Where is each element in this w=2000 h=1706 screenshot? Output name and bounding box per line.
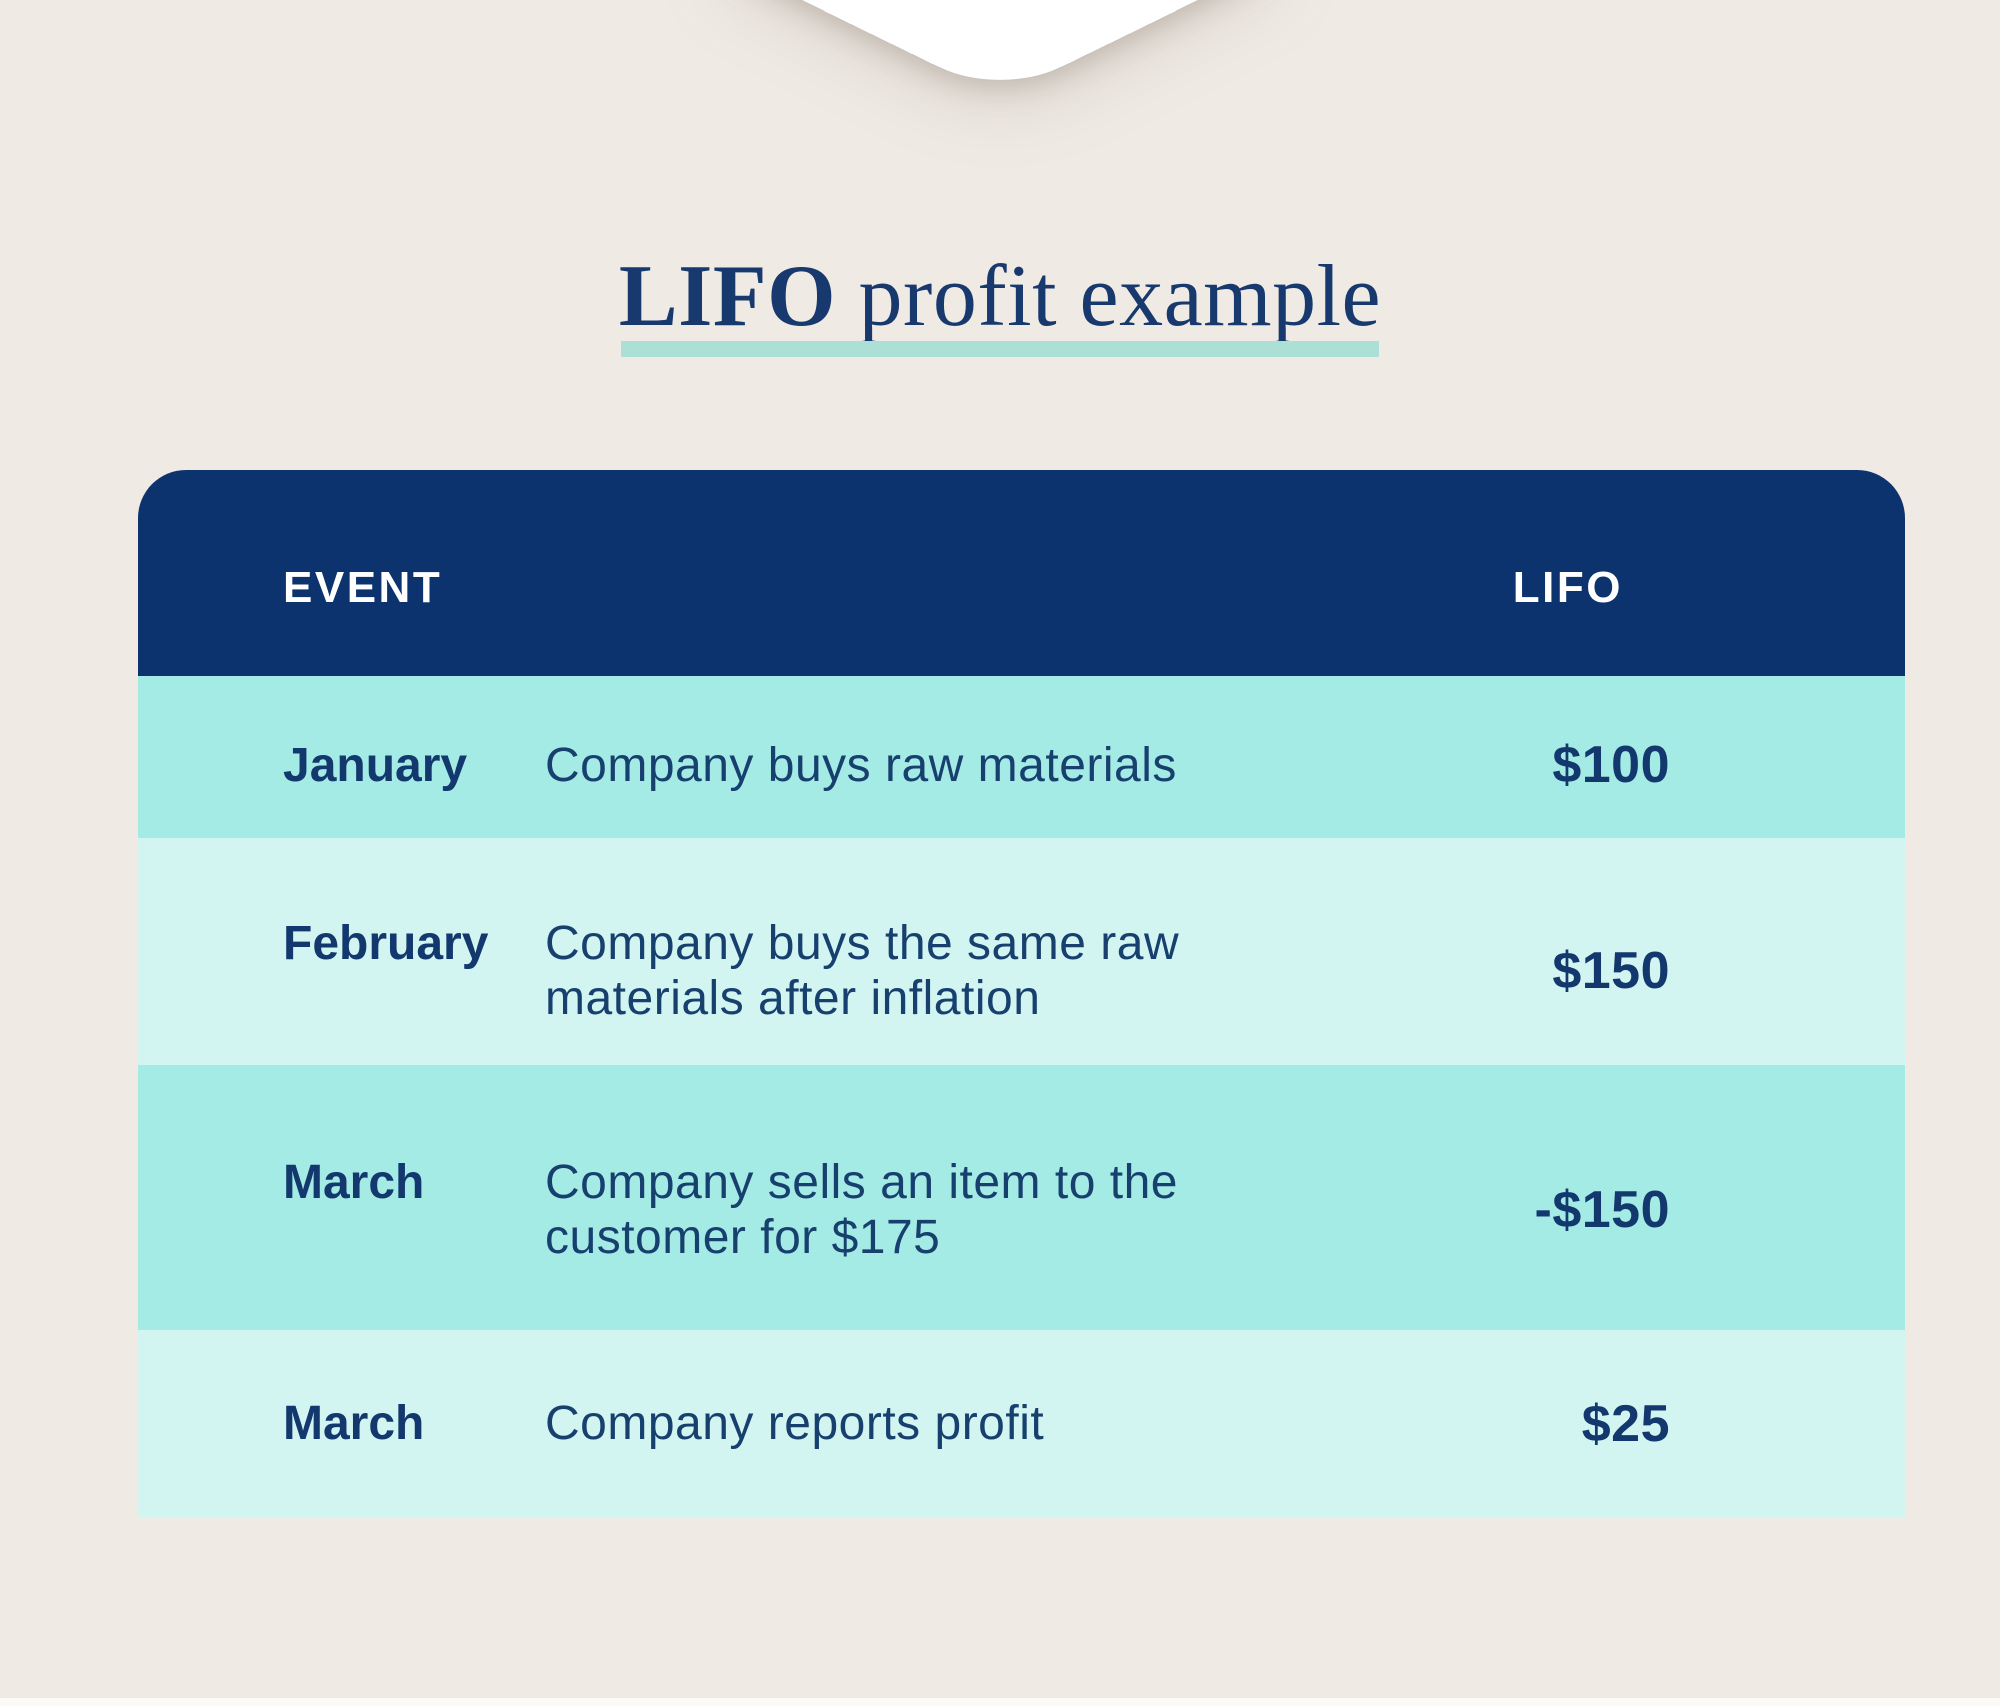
- row-month-label: March: [283, 1156, 425, 1209]
- lifo-profit-table: EVENT LIFO January Company buys raw mate…: [138, 470, 1905, 1517]
- row-lifo-value: $100: [1552, 736, 1670, 794]
- table-row: March Company reports profit $25: [138, 1330, 1905, 1517]
- row-event-description: Company sells an item to the customer fo…: [545, 1155, 1178, 1264]
- table-body: January Company buys raw materials $100 …: [138, 676, 1905, 1517]
- column-header-lifo: LIFO: [1512, 563, 1623, 612]
- chevron-down-icon: [710, 0, 1290, 97]
- page-title-rest: profit example: [836, 248, 1382, 345]
- row-month-label: February: [283, 917, 489, 970]
- row-event-description: Company reports profit: [545, 1397, 1045, 1450]
- table-header-row: EVENT LIFO: [138, 470, 1905, 676]
- row-lifo-value: $25: [1581, 1394, 1670, 1453]
- column-header-event: EVENT: [283, 563, 443, 612]
- row-event-description: Company buys the same raw materials afte…: [545, 916, 1180, 1025]
- table-row: January Company buys raw materials $100: [138, 676, 1905, 838]
- row-lifo-value: $150: [1552, 941, 1670, 1000]
- table-row: February Company buys the same raw mater…: [138, 838, 1905, 1065]
- table-row: March Company sells an item to the custo…: [138, 1065, 1905, 1330]
- row-month-label: March: [283, 1397, 425, 1450]
- bottom-edge-strip: [0, 1698, 2000, 1706]
- row-lifo-value: -$150: [1534, 1180, 1670, 1239]
- row-event-description: Company buys raw materials: [545, 738, 1177, 792]
- page-title: LIFO profit example: [0, 244, 2000, 350]
- row-month-label: January: [283, 738, 468, 792]
- title-underline: [621, 341, 1379, 357]
- page-title-keyword: LIFO: [618, 248, 837, 345]
